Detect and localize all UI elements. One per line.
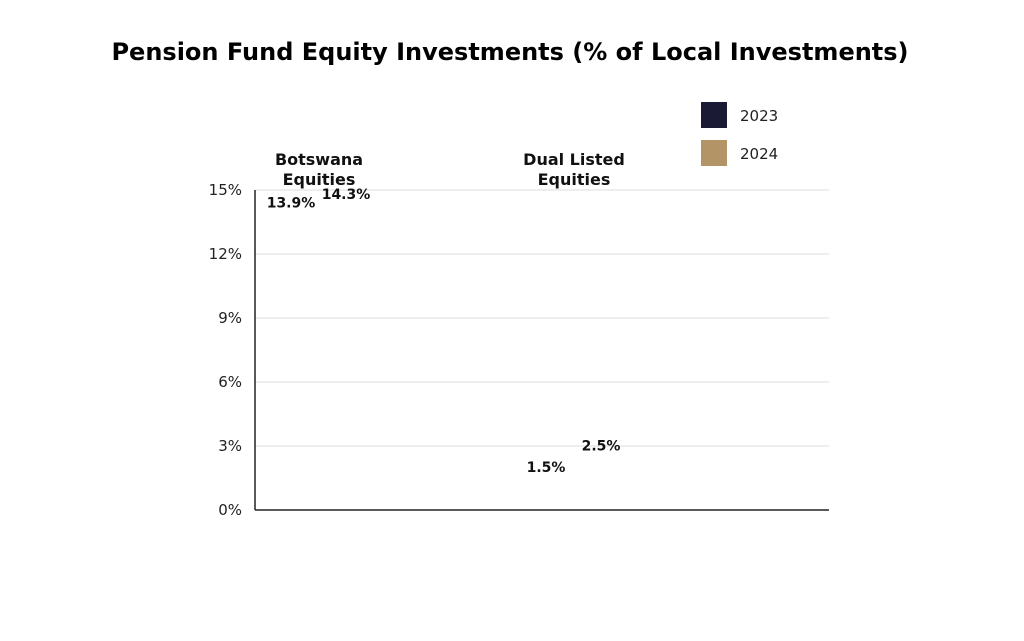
y-axis-ticks: 0% 3% 6% 9% 12% 15% — [209, 181, 242, 519]
data-label-2023-0: 13.9% — [267, 195, 316, 211]
category-labels: Botswana Equities Dual Listed Equities — [275, 150, 625, 189]
data-label-2024-0: 14.3% — [322, 187, 371, 203]
legend-swatch-2024 — [701, 140, 727, 166]
data-labels: 13.9% 1.5% 14.3% 2.5% — [267, 187, 621, 476]
y-tick-label: 9% — [218, 309, 242, 327]
legend-label-2024: 2024 — [740, 145, 778, 163]
legend: 2023 2024 — [701, 102, 778, 166]
category-label: Botswana Equities — [275, 150, 363, 189]
y-tick-label: 6% — [218, 373, 242, 391]
y-tick-label: 3% — [218, 437, 242, 455]
gridlines — [255, 189, 829, 447]
legend-label-2023: 2023 — [740, 107, 778, 125]
y-tick-label: 15% — [209, 181, 242, 199]
data-label-2023-1: 1.5% — [527, 460, 566, 476]
legend-swatch-2023 — [701, 102, 727, 128]
category-label: Dual Listed Equities — [523, 150, 625, 189]
data-label-2024-1: 2.5% — [582, 439, 621, 455]
chart-title: Pension Fund Equity Investments (% of Lo… — [111, 38, 909, 66]
y-tick-label: 0% — [218, 501, 242, 519]
y-tick-label: 12% — [209, 245, 242, 263]
